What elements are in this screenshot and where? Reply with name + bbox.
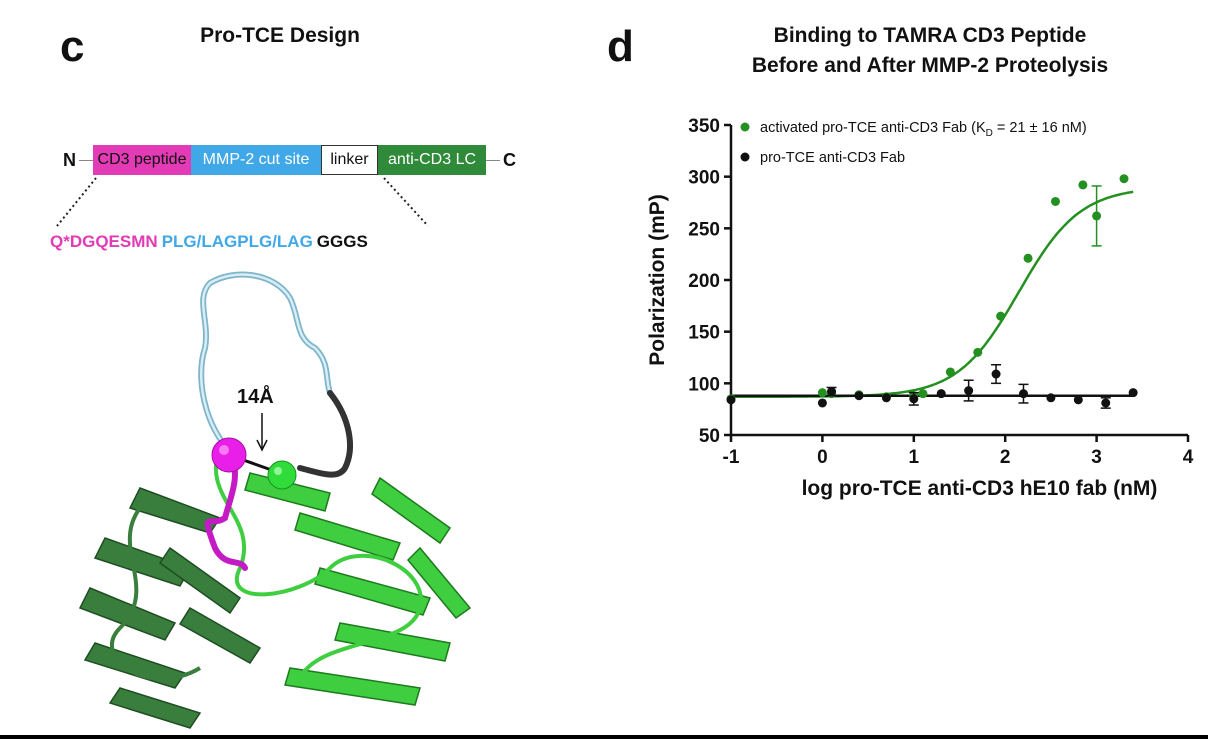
data-point-series-0 <box>1023 253 1033 263</box>
segment-linker: linker <box>321 145 378 175</box>
data-point-series-1 <box>854 391 864 401</box>
data-point-series-1 <box>1046 393 1056 403</box>
c-terminus-label: C <box>503 149 516 170</box>
data-point-series-1 <box>1018 389 1028 399</box>
data-point-series-1 <box>991 369 1001 379</box>
panel-c-letter: c <box>60 22 85 71</box>
segment-anti-cd3-lc: anti-CD3 LC <box>378 145 486 175</box>
sequence-cd3-peptide: Q*DGQESMN <box>50 232 158 251</box>
distance-label: 14Å <box>237 386 274 408</box>
legend-label-series-0: activated pro-TCE anti-CD3 Fab (KD = 21 … <box>760 120 1087 139</box>
y-tick-label: 350 <box>688 116 720 137</box>
sequence-mmp2-site: PLG/LAGPLG/LAG <box>161 232 313 251</box>
x-tick-label: 3 <box>1091 447 1102 468</box>
panel-c-title: Pro-TCE Design <box>200 24 360 47</box>
protein-structure-illustration <box>78 271 472 729</box>
data-point-series-0 <box>973 347 983 357</box>
data-point-series-0 <box>1078 180 1088 190</box>
x-tick-label: 0 <box>817 447 828 468</box>
bottom-rule <box>0 735 1208 739</box>
y-tick-label: 150 <box>688 323 720 344</box>
x-tick-label: 4 <box>1183 447 1194 468</box>
chart-legend: activated pro-TCE anti-CD3 Fab (KD = 21 … <box>740 120 1087 166</box>
y-tick-label: 250 <box>688 219 720 240</box>
data-point-series-1 <box>1073 395 1083 405</box>
c-terminus-tick <box>486 159 500 161</box>
panel-d-title-line1: Binding to TAMRA CD3 Peptide <box>773 24 1087 47</box>
data-point-series-0 <box>817 388 827 398</box>
x-tick-label: -1 <box>723 447 740 468</box>
panel-d-letter: d <box>607 22 634 71</box>
data-point-series-1 <box>1101 398 1111 408</box>
data-point-series-1 <box>909 394 919 404</box>
data-point-series-1 <box>936 389 946 399</box>
segment-cd3-peptide: CD3 peptide <box>93 145 191 175</box>
panel-d-title-line2: Before and After MMP-2 Proteolysis <box>751 54 1109 77</box>
chart-axes: 50 100 150 200 250 300 350 -1 0 1 2 3 4 log pro-TCE a… <box>646 116 1194 500</box>
construct-diagram: N CD3 peptide MMP-2 cut site linker anti… <box>60 145 519 175</box>
data-point-series-1 <box>726 395 736 405</box>
data-point-series-0 <box>1050 196 1060 206</box>
data-point-series-0 <box>996 311 1006 321</box>
x-axis-label: log pro-TCE anti-CD3 hE10 fab (nM) <box>802 477 1158 500</box>
data-point-series-0 <box>1092 211 1102 221</box>
x-tick-label: 1 <box>909 447 920 468</box>
y-tick-label: 100 <box>688 374 720 395</box>
data-point-series-1 <box>817 398 827 408</box>
data-point-series-1 <box>1128 388 1138 398</box>
y-tick-label: 200 <box>688 271 720 292</box>
data-point-series-1 <box>881 393 891 403</box>
n-terminus-label: N <box>63 149 76 170</box>
legend-label-series-1: pro-TCE anti-CD3 Fab <box>760 150 905 166</box>
data-point-series-1 <box>827 387 837 397</box>
y-axis-label: Polarization (mP) <box>646 194 669 366</box>
data-points <box>726 174 1138 409</box>
y-tick-label: 300 <box>688 168 720 189</box>
data-point-series-0 <box>945 367 955 377</box>
fit-curve-series-0 <box>731 190 1134 398</box>
binding-chart: 50 100 150 200 250 300 350 -1 0 1 2 3 4 log pro-TCE a… <box>646 116 1194 500</box>
legend-marker-series-0 <box>740 122 750 132</box>
n-terminus-tick <box>79 159 93 161</box>
y-tick-label: 50 <box>699 426 720 447</box>
fit-curves <box>731 190 1134 398</box>
legend-marker-series-1 <box>740 152 750 162</box>
data-point-series-0 <box>1119 174 1129 184</box>
peptide-sequence: Q*DGQESMN PLG/LAGPLG/LAG GGGS <box>50 232 372 252</box>
x-tick-label: 2 <box>1000 447 1011 468</box>
sequence-linker: GGGS <box>316 232 368 251</box>
data-point-series-1 <box>964 386 974 396</box>
data-point-series-0 <box>918 389 928 399</box>
segment-mmp2-cut-site: MMP-2 cut site <box>191 145 321 175</box>
